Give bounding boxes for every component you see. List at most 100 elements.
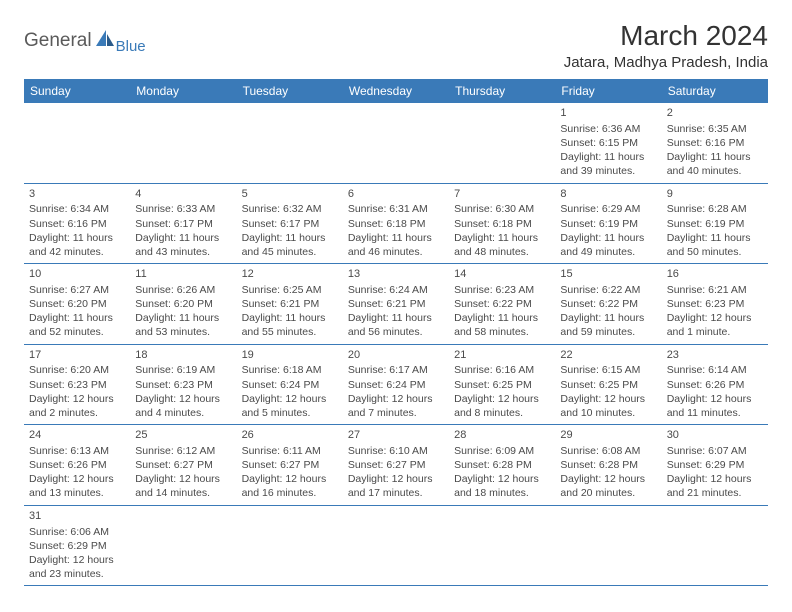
day-detail-d1: Daylight: 11 hours [29, 231, 125, 245]
day-cell: 9Sunrise: 6:28 AMSunset: 6:19 PMDaylight… [662, 184, 768, 264]
day-detail-sr: Sunrise: 6:30 AM [454, 202, 550, 216]
logo: General Blue [24, 26, 146, 55]
day-detail-ss: Sunset: 6:22 PM [560, 297, 656, 311]
day-detail-d2: and 45 minutes. [242, 245, 338, 259]
day-detail-d1: Daylight: 11 hours [242, 231, 338, 245]
day-number: 14 [454, 267, 550, 282]
logo-text-blue: Blue [116, 38, 146, 55]
day-detail-sr: Sunrise: 6:23 AM [454, 283, 550, 297]
day-cell: 3Sunrise: 6:34 AMSunset: 6:16 PMDaylight… [24, 184, 130, 264]
day-detail-d2: and 46 minutes. [348, 245, 444, 259]
day-detail-d2: and 52 minutes. [29, 325, 125, 339]
day-cell: 5Sunrise: 6:32 AMSunset: 6:17 PMDaylight… [237, 184, 343, 264]
day-detail-sr: Sunrise: 6:07 AM [667, 444, 763, 458]
day-cell [237, 103, 343, 183]
weekday-header: Friday [555, 79, 661, 103]
day-detail-d2: and 18 minutes. [454, 486, 550, 500]
day-detail-d2: and 8 minutes. [454, 406, 550, 420]
day-cell: 29Sunrise: 6:08 AMSunset: 6:28 PMDayligh… [555, 425, 661, 505]
day-cell: 19Sunrise: 6:18 AMSunset: 6:24 PMDayligh… [237, 345, 343, 425]
day-detail-d1: Daylight: 12 hours [560, 472, 656, 486]
day-cell: 17Sunrise: 6:20 AMSunset: 6:23 PMDayligh… [24, 345, 130, 425]
day-detail-d2: and 55 minutes. [242, 325, 338, 339]
day-detail-ss: Sunset: 6:23 PM [667, 297, 763, 311]
day-detail-sr: Sunrise: 6:09 AM [454, 444, 550, 458]
day-detail-d2: and 21 minutes. [667, 486, 763, 500]
day-number: 24 [29, 428, 125, 443]
day-detail-sr: Sunrise: 6:16 AM [454, 363, 550, 377]
weekday-header: Monday [130, 79, 236, 103]
day-detail-ss: Sunset: 6:24 PM [348, 378, 444, 392]
day-detail-d1: Daylight: 12 hours [667, 311, 763, 325]
day-cell: 22Sunrise: 6:15 AMSunset: 6:25 PMDayligh… [555, 345, 661, 425]
day-detail-sr: Sunrise: 6:29 AM [560, 202, 656, 216]
day-cell: 2Sunrise: 6:35 AMSunset: 6:16 PMDaylight… [662, 103, 768, 183]
month-title: March 2024 [564, 20, 768, 52]
day-detail-d2: and 17 minutes. [348, 486, 444, 500]
day-detail-d2: and 58 minutes. [454, 325, 550, 339]
day-cell: 25Sunrise: 6:12 AMSunset: 6:27 PMDayligh… [130, 425, 236, 505]
day-detail-ss: Sunset: 6:20 PM [135, 297, 231, 311]
day-number: 7 [454, 187, 550, 202]
day-detail-d1: Daylight: 11 hours [135, 231, 231, 245]
day-number: 28 [454, 428, 550, 443]
day-detail-d1: Daylight: 11 hours [242, 311, 338, 325]
day-number: 20 [348, 348, 444, 363]
day-detail-d2: and 2 minutes. [29, 406, 125, 420]
day-detail-d2: and 42 minutes. [29, 245, 125, 259]
day-number: 15 [560, 267, 656, 282]
day-detail-sr: Sunrise: 6:33 AM [135, 202, 231, 216]
logo-text-general: General [24, 30, 92, 52]
day-number: 13 [348, 267, 444, 282]
weekday-header: Thursday [449, 79, 555, 103]
day-number: 25 [135, 428, 231, 443]
day-detail-ss: Sunset: 6:18 PM [348, 217, 444, 231]
day-detail-d2: and 1 minute. [667, 325, 763, 339]
weekday-header: Saturday [662, 79, 768, 103]
day-detail-d1: Daylight: 11 hours [29, 311, 125, 325]
day-cell: 1Sunrise: 6:36 AMSunset: 6:15 PMDaylight… [555, 103, 661, 183]
day-detail-d1: Daylight: 11 hours [560, 231, 656, 245]
day-detail-ss: Sunset: 6:23 PM [29, 378, 125, 392]
day-detail-ss: Sunset: 6:24 PM [242, 378, 338, 392]
day-cell [343, 506, 449, 586]
day-detail-d2: and 48 minutes. [454, 245, 550, 259]
day-cell: 26Sunrise: 6:11 AMSunset: 6:27 PMDayligh… [237, 425, 343, 505]
day-detail-ss: Sunset: 6:20 PM [29, 297, 125, 311]
day-detail-d2: and 16 minutes. [242, 486, 338, 500]
day-number: 10 [29, 267, 125, 282]
day-cell: 13Sunrise: 6:24 AMSunset: 6:21 PMDayligh… [343, 264, 449, 344]
day-detail-ss: Sunset: 6:27 PM [135, 458, 231, 472]
day-number: 16 [667, 267, 763, 282]
day-detail-ss: Sunset: 6:29 PM [667, 458, 763, 472]
day-detail-ss: Sunset: 6:25 PM [454, 378, 550, 392]
day-cell: 7Sunrise: 6:30 AMSunset: 6:18 PMDaylight… [449, 184, 555, 264]
day-detail-sr: Sunrise: 6:11 AM [242, 444, 338, 458]
day-detail-ss: Sunset: 6:27 PM [348, 458, 444, 472]
day-number: 18 [135, 348, 231, 363]
day-detail-d2: and 5 minutes. [242, 406, 338, 420]
day-detail-d1: Daylight: 11 hours [560, 150, 656, 164]
day-detail-ss: Sunset: 6:21 PM [242, 297, 338, 311]
day-detail-sr: Sunrise: 6:34 AM [29, 202, 125, 216]
day-detail-sr: Sunrise: 6:13 AM [29, 444, 125, 458]
day-number: 6 [348, 187, 444, 202]
day-detail-sr: Sunrise: 6:20 AM [29, 363, 125, 377]
day-cell [130, 103, 236, 183]
day-detail-d2: and 49 minutes. [560, 245, 656, 259]
day-detail-d1: Daylight: 12 hours [560, 392, 656, 406]
week-row: 31Sunrise: 6:06 AMSunset: 6:29 PMDayligh… [24, 506, 768, 587]
day-number: 21 [454, 348, 550, 363]
week-row: 1Sunrise: 6:36 AMSunset: 6:15 PMDaylight… [24, 103, 768, 184]
day-detail-ss: Sunset: 6:26 PM [29, 458, 125, 472]
day-detail-d1: Daylight: 12 hours [29, 472, 125, 486]
day-cell [130, 506, 236, 586]
location: Jatara, Madhya Pradesh, India [564, 54, 768, 71]
day-detail-ss: Sunset: 6:15 PM [560, 136, 656, 150]
day-detail-d1: Daylight: 12 hours [29, 392, 125, 406]
calendar: Sunday Monday Tuesday Wednesday Thursday… [24, 79, 768, 586]
week-row: 24Sunrise: 6:13 AMSunset: 6:26 PMDayligh… [24, 425, 768, 506]
day-detail-d2: and 10 minutes. [560, 406, 656, 420]
day-detail-sr: Sunrise: 6:06 AM [29, 525, 125, 539]
day-detail-ss: Sunset: 6:28 PM [560, 458, 656, 472]
